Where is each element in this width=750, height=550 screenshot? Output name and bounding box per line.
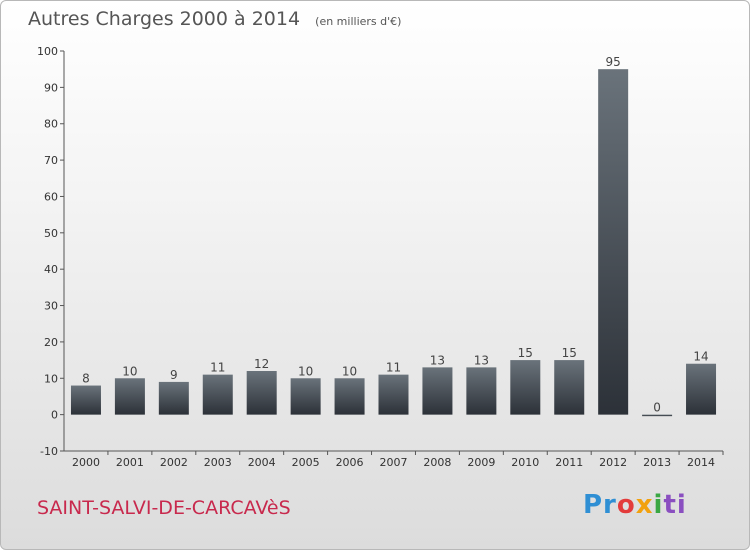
bar bbox=[334, 378, 365, 415]
bar-value-label: 14 bbox=[693, 350, 708, 364]
y-tick-label: -10 bbox=[40, 445, 58, 458]
y-tick-label: 90 bbox=[44, 81, 58, 94]
x-tick-label: 2014 bbox=[687, 456, 715, 469]
x-tick-label: 2004 bbox=[248, 456, 276, 469]
x-tick-label: 2001 bbox=[116, 456, 144, 469]
x-tick-label: 2007 bbox=[380, 456, 408, 469]
logo-letters-3: x bbox=[635, 490, 654, 520]
bar bbox=[642, 414, 673, 417]
bar bbox=[246, 371, 277, 415]
logo-letters-5: ti bbox=[663, 490, 687, 520]
chart-bars bbox=[70, 69, 717, 417]
bar bbox=[554, 360, 585, 415]
bar-value-label: 11 bbox=[386, 361, 401, 375]
y-tick-label: 60 bbox=[44, 190, 58, 203]
x-tick-label: 2009 bbox=[467, 456, 495, 469]
bar-value-label: 15 bbox=[518, 346, 533, 360]
bar bbox=[290, 378, 321, 415]
x-tick-label: 2002 bbox=[160, 456, 188, 469]
bar-value-label: 12 bbox=[254, 357, 269, 371]
x-tick-label: 2003 bbox=[204, 456, 232, 469]
bar-value-label: 10 bbox=[122, 364, 137, 378]
x-tick-label: 2005 bbox=[292, 456, 320, 469]
logo-letters-2: o bbox=[616, 490, 636, 520]
bar bbox=[598, 69, 629, 415]
bar-value-label: 13 bbox=[430, 353, 445, 367]
x-tick-label: 2010 bbox=[511, 456, 539, 469]
logo-letters-1: Pr bbox=[583, 490, 617, 520]
bar-value-label: 8 bbox=[82, 372, 90, 386]
bar bbox=[422, 367, 453, 415]
chart-labels: 2000 8 2001 10 2002 9 2003 11 2004 12 2005 10 2006 10… bbox=[72, 55, 715, 469]
bar-value-label: 9 bbox=[170, 368, 178, 382]
bar bbox=[378, 374, 409, 415]
bar-value-label: 13 bbox=[474, 353, 489, 367]
chart-unit-label: (en milliers d'€) bbox=[315, 15, 402, 28]
bar bbox=[686, 363, 717, 415]
x-tick-label: 2008 bbox=[423, 456, 451, 469]
bar bbox=[466, 367, 497, 415]
x-tick-label: 2000 bbox=[72, 456, 100, 469]
bar bbox=[70, 385, 101, 415]
y-tick-label: 20 bbox=[44, 336, 58, 349]
x-tick-label: 2012 bbox=[599, 456, 627, 469]
y-tick-label: 10 bbox=[44, 372, 58, 385]
logo-letters-4: i bbox=[653, 490, 664, 520]
y-tick-label: 30 bbox=[44, 300, 58, 313]
x-tick-label: 2011 bbox=[555, 456, 583, 469]
chart-title-text: Autres Charges 2000 à 2014 bbox=[28, 8, 301, 30]
bar bbox=[158, 381, 189, 415]
y-tick-label: 70 bbox=[44, 154, 58, 167]
bar-value-label: 95 bbox=[606, 55, 621, 69]
bar-value-label: 10 bbox=[342, 364, 357, 378]
bar bbox=[202, 374, 233, 415]
bar bbox=[114, 378, 145, 415]
commune-name: SAINT-SALVI-DE-CARCAVèS bbox=[37, 497, 291, 519]
y-tick-label: 0 bbox=[51, 409, 58, 422]
bar-value-label: 10 bbox=[298, 364, 313, 378]
bar-value-label: 0 bbox=[653, 401, 661, 415]
bar bbox=[510, 360, 541, 415]
y-tick-label: 80 bbox=[44, 118, 58, 131]
y-tick-label: 40 bbox=[44, 263, 58, 276]
y-tick-label: 50 bbox=[44, 227, 58, 240]
bar-value-label: 11 bbox=[210, 361, 225, 375]
x-tick-label: 2006 bbox=[336, 456, 364, 469]
y-tick-label: 100 bbox=[37, 45, 58, 58]
proxiti-logo[interactable]: Proxiti bbox=[583, 490, 687, 520]
chart-title: Autres Charges 2000 à 2014 (en milliers … bbox=[28, 8, 401, 30]
bar-value-label: 15 bbox=[562, 346, 577, 360]
x-tick-label: 2013 bbox=[643, 456, 671, 469]
